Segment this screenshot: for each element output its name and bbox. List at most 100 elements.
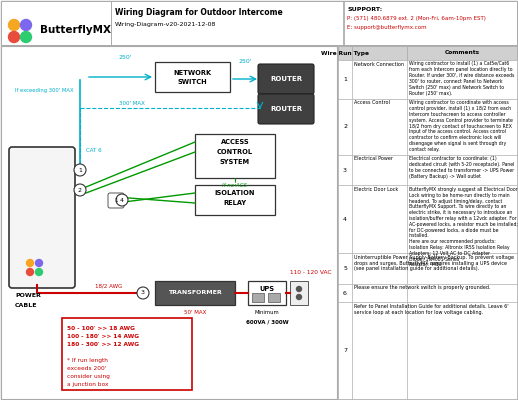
Bar xyxy=(352,186,407,253)
Bar xyxy=(343,1,344,45)
Text: CABLE: CABLE xyxy=(15,303,37,308)
Text: Please ensure the network switch is properly grounded.: Please ensure the network switch is prop… xyxy=(354,285,491,290)
Text: 110 - 120 VAC: 110 - 120 VAC xyxy=(290,270,332,275)
Bar xyxy=(407,186,517,253)
Text: If no ACS: If no ACS xyxy=(222,183,248,188)
Text: 7: 7 xyxy=(343,348,347,353)
Text: 6: 6 xyxy=(343,290,347,296)
FancyBboxPatch shape xyxy=(9,147,75,288)
Text: 1: 1 xyxy=(114,198,118,203)
Text: 4: 4 xyxy=(343,217,347,222)
Text: E: support@butterflymx.com: E: support@butterflymx.com xyxy=(347,25,427,30)
Text: CONTROL: CONTROL xyxy=(217,149,253,155)
Bar xyxy=(338,99,352,155)
Circle shape xyxy=(8,20,20,30)
Circle shape xyxy=(26,260,34,266)
Bar xyxy=(17,223,67,250)
FancyBboxPatch shape xyxy=(108,193,124,208)
Text: consider using: consider using xyxy=(67,374,110,379)
Bar xyxy=(338,302,352,399)
Text: 2: 2 xyxy=(78,188,82,192)
Text: ROUTER: ROUTER xyxy=(270,76,302,82)
Text: Minimum: Minimum xyxy=(255,310,279,315)
Text: 250': 250' xyxy=(238,59,252,64)
Circle shape xyxy=(8,32,20,42)
Bar xyxy=(338,155,352,186)
Circle shape xyxy=(21,32,32,42)
Text: ROUTER: ROUTER xyxy=(270,106,302,112)
Bar xyxy=(195,185,275,215)
Bar xyxy=(1,1,517,45)
Bar xyxy=(17,159,67,162)
Circle shape xyxy=(36,260,42,266)
Text: Wiring contractor to coordinate with access control provider, install (1) x 18/2: Wiring contractor to coordinate with acc… xyxy=(409,100,513,152)
Text: SUPPORT:: SUPPORT: xyxy=(347,7,382,12)
Text: 300' MAX: 300' MAX xyxy=(119,101,145,106)
FancyBboxPatch shape xyxy=(258,64,314,94)
Bar xyxy=(338,60,352,99)
Bar xyxy=(352,99,407,155)
Circle shape xyxy=(74,164,86,176)
Bar xyxy=(407,253,517,284)
Circle shape xyxy=(116,194,128,206)
Text: ISOLATION: ISOLATION xyxy=(215,190,255,196)
Text: Wiring-Diagram-v20-2021-12-08: Wiring-Diagram-v20-2021-12-08 xyxy=(115,22,217,27)
Text: * If run length: * If run length xyxy=(67,358,108,363)
Bar xyxy=(1,1,111,45)
Bar xyxy=(338,46,517,399)
Bar xyxy=(17,170,67,220)
Bar xyxy=(407,99,517,155)
Text: 180 - 300' >> 12 AWG: 180 - 300' >> 12 AWG xyxy=(67,342,139,347)
Text: Electric Door Lock: Electric Door Lock xyxy=(354,187,398,192)
Text: P: (571) 480.6879 ext. 2 (Mon-Fri, 6am-10pm EST): P: (571) 480.6879 ext. 2 (Mon-Fri, 6am-1… xyxy=(347,16,486,21)
Text: 3: 3 xyxy=(141,290,145,296)
Text: CAT 6: CAT 6 xyxy=(86,148,102,152)
Text: SWITCH: SWITCH xyxy=(178,79,207,85)
Bar xyxy=(338,46,352,60)
Bar xyxy=(407,155,517,186)
Bar xyxy=(155,281,235,305)
Bar xyxy=(268,293,280,302)
Text: 50 - 100' >> 18 AWG: 50 - 100' >> 18 AWG xyxy=(67,326,135,331)
Bar xyxy=(17,159,67,162)
Text: 4: 4 xyxy=(120,198,124,202)
Text: TRANSFORMER: TRANSFORMER xyxy=(168,290,222,296)
Text: Access Control: Access Control xyxy=(354,100,390,106)
Bar xyxy=(338,253,352,284)
Text: Wire Run Type: Wire Run Type xyxy=(321,50,369,56)
Bar xyxy=(352,46,407,60)
Text: ButterflyMX: ButterflyMX xyxy=(40,25,111,35)
Circle shape xyxy=(74,184,86,196)
Bar xyxy=(252,293,264,302)
Bar xyxy=(155,62,230,92)
Bar xyxy=(32,273,52,280)
Bar xyxy=(44,157,67,165)
Text: 5: 5 xyxy=(343,266,347,271)
Bar xyxy=(338,284,352,302)
Bar xyxy=(352,302,407,399)
Text: 3: 3 xyxy=(343,168,347,173)
Text: Uninterruptible Power Supply Battery Backup. To prevent voltage drops and surges: Uninterruptible Power Supply Battery Bac… xyxy=(354,255,514,271)
Text: NETWORK: NETWORK xyxy=(174,70,211,76)
Bar xyxy=(338,186,352,253)
Bar xyxy=(352,60,407,99)
Circle shape xyxy=(296,294,301,300)
Text: RELAY: RELAY xyxy=(223,200,247,206)
FancyBboxPatch shape xyxy=(258,94,314,124)
Text: POWER: POWER xyxy=(15,293,41,298)
Bar xyxy=(17,157,40,165)
Bar xyxy=(407,284,517,302)
Text: If exceeding 300' MAX: If exceeding 300' MAX xyxy=(15,88,74,93)
Text: a junction box: a junction box xyxy=(67,382,108,387)
Text: 1: 1 xyxy=(343,77,347,82)
Bar xyxy=(352,284,407,302)
Bar xyxy=(352,155,407,186)
Text: Network Connection: Network Connection xyxy=(354,62,404,66)
Text: SYSTEM: SYSTEM xyxy=(220,159,250,165)
Text: Electrical contractor to coordinate: (1) dedicated circuit (with 5-20 receptacle: Electrical contractor to coordinate: (1)… xyxy=(409,156,514,179)
Bar xyxy=(407,302,517,399)
Circle shape xyxy=(36,268,42,276)
Text: 2: 2 xyxy=(343,124,347,130)
Circle shape xyxy=(296,286,301,292)
Bar xyxy=(195,134,275,178)
